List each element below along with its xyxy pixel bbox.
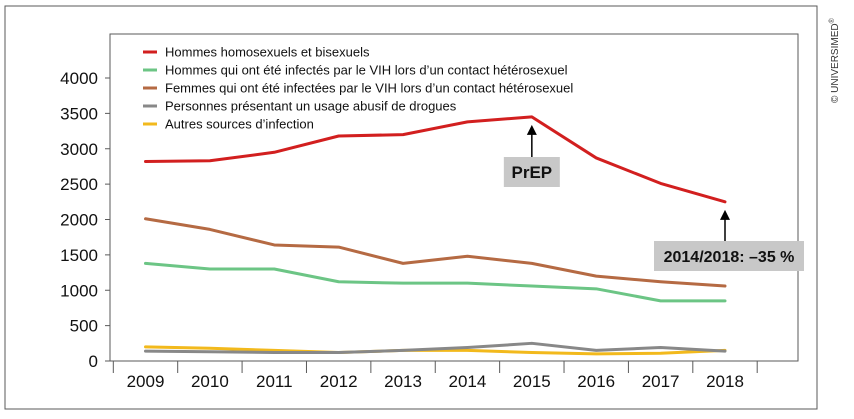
series-layer: [144, 115, 727, 356]
x-tick-label: 2016: [577, 372, 615, 391]
y-tick-label: 3500: [60, 104, 98, 123]
x-tick-label: 2015: [513, 372, 551, 391]
watermark: © UNIVERSIMED®: [828, 17, 841, 103]
series-line: [144, 261, 727, 303]
change-label: 2014/2018: –35 %: [664, 249, 795, 266]
x-tick-label: 2013: [384, 372, 422, 391]
legend-label: Hommes qui ont été infectés par le VIH l…: [165, 63, 568, 78]
y-tick-label: 1500: [60, 246, 98, 265]
y-tick-label: 1000: [60, 281, 98, 300]
annotations: PrEP 2014/2018: –35 %: [503, 124, 804, 271]
legend: Hommes homosexuels et bisexuels Hommes qu…: [143, 45, 573, 132]
plot-area: [109, 33, 799, 362]
series-line: [144, 115, 727, 204]
y-tick-label: 4000: [60, 69, 98, 88]
x-tick-label: 2017: [642, 372, 680, 391]
x-tick-label: 2018: [706, 372, 744, 391]
change-callout: 2014/2018: –35 %: [654, 209, 804, 271]
x-tick-label: 2009: [127, 372, 165, 391]
prep-arrow-head: [526, 124, 537, 135]
y-tick-label: 2000: [60, 211, 98, 230]
prep-callout: PrEP: [503, 124, 560, 187]
prep-box: [503, 157, 560, 187]
x-tick-label: 2012: [320, 372, 358, 391]
y-tick-label: 0: [89, 352, 98, 371]
change-box: [654, 241, 804, 271]
prep-label: PrEP: [512, 163, 553, 182]
legend-label: Femmes qui ont été infectées par le VIH …: [165, 81, 573, 96]
series-line: [144, 341, 727, 355]
axis-layer: 0 500 1000 1500 2000 2500 3000 3500 4000 2009 2010…: [60, 69, 758, 391]
change-arrow-head: [720, 209, 730, 220]
x-tick-label: 2014: [449, 372, 487, 391]
legend-label: Personnes présentant un usage abusif de …: [165, 99, 457, 114]
legend-label: Autres sources d’infection: [165, 117, 314, 132]
watermark-text: © UNIVERSIMED: [830, 23, 841, 103]
x-tick-label: 2011: [256, 372, 293, 391]
y-tick-label: 3000: [60, 140, 98, 159]
y-tick-label: 500: [70, 317, 98, 336]
x-tick-label: 2010: [191, 372, 229, 391]
series-line: [144, 217, 727, 288]
legend-label: Hommes homosexuels et bisexuels: [165, 45, 370, 60]
y-tick-label: 2500: [60, 175, 98, 194]
watermark-registered-mark: ®: [828, 17, 836, 23]
